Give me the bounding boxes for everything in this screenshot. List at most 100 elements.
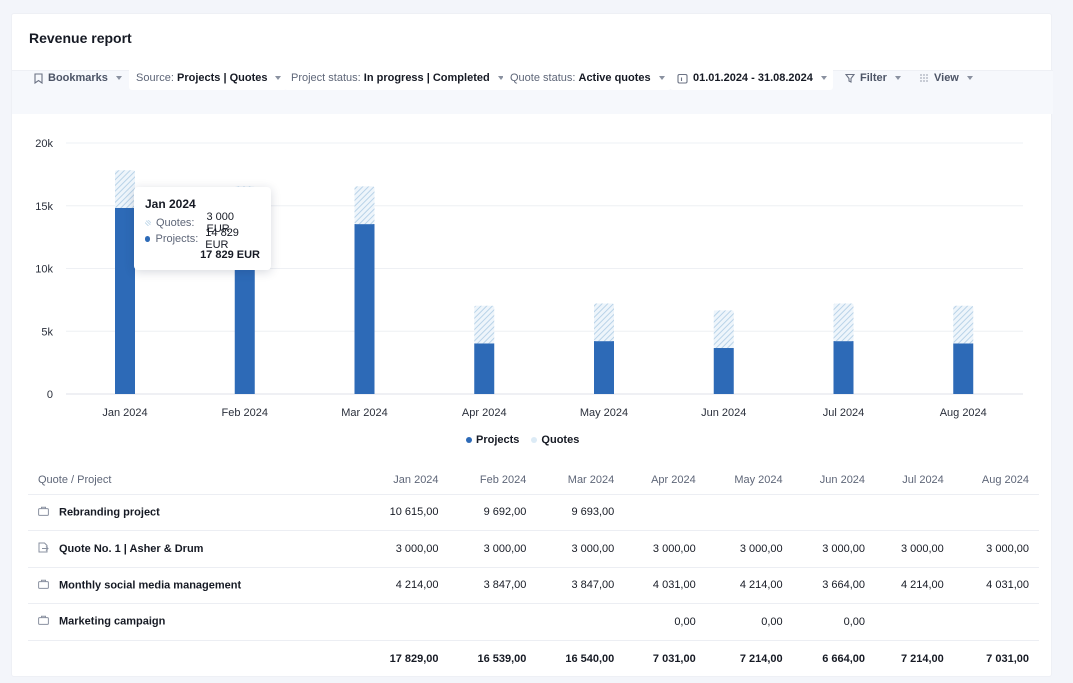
total-cell: 7 214,00 bbox=[739, 652, 783, 665]
y-tick-label: 20k bbox=[35, 138, 53, 150]
table-cell: 3 000,00 bbox=[448, 530, 537, 568]
bar-projects[interactable] bbox=[115, 207, 135, 394]
table-cell: 0,00 bbox=[792, 603, 876, 641]
table-cell bbox=[953, 603, 1039, 641]
column-header-month[interactable]: May 2024 bbox=[705, 466, 793, 495]
table-cell: 3 000,00 bbox=[705, 530, 793, 568]
x-tick-label: May 2024 bbox=[580, 407, 628, 419]
row-name[interactable]: Monthly social media management bbox=[28, 567, 361, 604]
chevron-down-icon bbox=[658, 76, 665, 80]
quote-document-icon bbox=[38, 542, 49, 556]
filter-button[interactable]: Filter bbox=[845, 66, 901, 90]
table-cell: 10 615,00 bbox=[360, 494, 449, 531]
page-title: Revenue report bbox=[29, 30, 132, 46]
totals-label-cell bbox=[28, 640, 361, 677]
quote-status-dropdown[interactable]: Quote status: Active quotes bbox=[503, 66, 671, 90]
bar-quotes[interactable] bbox=[115, 170, 135, 208]
quote-status-value: Active quotes bbox=[578, 72, 651, 84]
bar-quotes[interactable] bbox=[953, 305, 974, 344]
y-tick-label: 5k bbox=[41, 326, 53, 338]
view-label: View bbox=[934, 72, 959, 84]
tooltip-quotes-label: Quotes: bbox=[155, 217, 195, 229]
table-cell: 4 214,00 bbox=[360, 567, 449, 604]
table-row[interactable]: Monthly social media management 4 214,00 3… bbox=[28, 567, 1039, 604]
chevron-down-icon bbox=[115, 76, 122, 80]
bar-projects[interactable] bbox=[953, 343, 974, 394]
revenue-bar-chart: 0 5k 10k 15k 20k Jan 2024 Feb 2024 Mar 2024 Apr… bbox=[35, 138, 1023, 419]
table-cell bbox=[705, 494, 793, 531]
chevron-down-icon bbox=[820, 76, 827, 80]
column-header-month[interactable]: Feb 2024 bbox=[448, 466, 537, 495]
table-header-row: Quote / Project Jan 2024 Feb 2024 Mar 2024 A… bbox=[28, 466, 1039, 495]
tooltip-projects-row: Projects: 14 829 EUR bbox=[145, 227, 260, 251]
totals-row: 17 829,00 16 539,00 16 540,00 7 031,00 7 214… bbox=[28, 640, 1039, 677]
date-range-value: 01.01.2024 - 31.08.2024 bbox=[693, 72, 813, 84]
legend-item-quotes[interactable]: Quotes bbox=[531, 434, 579, 446]
table-cell bbox=[536, 603, 625, 641]
bar-projects[interactable] bbox=[594, 341, 614, 394]
filter-label: Filter bbox=[860, 72, 887, 84]
chart-legend: Projects Quotes bbox=[466, 434, 591, 446]
bar-quotes[interactable] bbox=[713, 310, 734, 349]
column-header-name: Quote / Project bbox=[28, 466, 361, 495]
table-row[interactable]: Rebranding project 10 615,00 9 692,00 9 693… bbox=[28, 494, 1039, 531]
table-cell: 3 000,00 bbox=[624, 530, 706, 568]
chevron-down-icon bbox=[894, 76, 901, 80]
chevron-down-icon bbox=[966, 76, 973, 80]
bar-projects[interactable] bbox=[354, 224, 375, 394]
table-cell: 3 664,00 bbox=[792, 567, 876, 604]
table-row[interactable]: Quote No. 1 | Asher & Drum 3 000,00 3 000,… bbox=[28, 530, 1039, 568]
table-cell: 3 000,00 bbox=[536, 530, 625, 568]
table-cell bbox=[792, 494, 876, 531]
bar-quotes[interactable] bbox=[833, 303, 854, 342]
column-header-month[interactable]: Aug 2024 bbox=[953, 466, 1039, 495]
bar-projects[interactable] bbox=[713, 348, 734, 394]
table-cell: 3 000,00 bbox=[875, 530, 954, 568]
table-row[interactable]: Marketing campaign 0,00 0,00 0,00 bbox=[28, 603, 1039, 641]
chevron-down-icon bbox=[275, 76, 282, 80]
table-cell: 4 214,00 bbox=[875, 567, 954, 604]
bar-quotes[interactable] bbox=[594, 303, 614, 342]
quote-status-label: Quote status: bbox=[510, 72, 576, 84]
bar-projects[interactable] bbox=[474, 343, 495, 394]
y-tick-label: 0 bbox=[47, 389, 53, 401]
table-cell: 0,00 bbox=[705, 603, 793, 641]
tooltip-quotes-row: Quotes: 3 000 EUR bbox=[145, 211, 260, 235]
briefcase-icon bbox=[38, 615, 49, 628]
column-header-month[interactable]: Jun 2024 bbox=[792, 466, 876, 495]
table-cell: 3 000,00 bbox=[953, 530, 1039, 568]
row-name[interactable]: Rebranding project bbox=[28, 494, 361, 531]
view-button[interactable]: View bbox=[919, 66, 973, 90]
table-cell bbox=[875, 603, 954, 641]
table-cell: 3 000,00 bbox=[792, 530, 876, 568]
project-status-dropdown[interactable]: Project status: In progress | Completed bbox=[284, 66, 510, 90]
source-dropdown[interactable]: Source: Projects | Quotes bbox=[129, 66, 288, 90]
row-name[interactable]: Quote No. 1 | Asher & Drum bbox=[28, 530, 361, 568]
briefcase-icon bbox=[38, 506, 49, 519]
tooltip-title: Jan 2024 bbox=[145, 197, 196, 211]
x-tick-label: Jul 2024 bbox=[823, 407, 865, 419]
table-cell bbox=[360, 603, 449, 641]
chevron-down-icon bbox=[497, 76, 504, 80]
source-label: Source: bbox=[136, 72, 174, 84]
column-header-month[interactable]: Mar 2024 bbox=[536, 466, 625, 495]
column-header-month[interactable]: Apr 2024 bbox=[624, 466, 706, 495]
quotes-marker bbox=[145, 220, 151, 226]
row-name[interactable]: Marketing campaign bbox=[28, 603, 361, 641]
tooltip-projects-value: 14 829 EUR bbox=[205, 227, 239, 251]
table-cell: 0,00 bbox=[624, 603, 706, 641]
legend-item-projects[interactable]: Projects bbox=[466, 434, 519, 446]
column-header-month[interactable]: Jul 2024 bbox=[875, 466, 954, 495]
bar-quotes[interactable] bbox=[354, 186, 375, 225]
tooltip-total: 17 829 EUR bbox=[200, 249, 260, 261]
projects-swatch bbox=[466, 437, 472, 443]
column-header-month[interactable]: Jan 2024 bbox=[360, 466, 449, 495]
revenue-table: Quote / Project Jan 2024 Feb 2024 Mar 2024 A… bbox=[28, 466, 1039, 677]
chart-tooltip: Jan 2024 Quotes: 3 000 EUR Projects: 14 82… bbox=[134, 187, 271, 270]
bar-quotes[interactable] bbox=[474, 305, 495, 344]
bookmarks-button[interactable]: Bookmarks bbox=[34, 66, 122, 90]
bookmark-icon bbox=[34, 72, 43, 84]
date-range-picker[interactable]: 01.01.2024 - 31.08.2024 bbox=[670, 66, 833, 90]
bar-projects[interactable] bbox=[833, 341, 854, 394]
y-tick-label: 10k bbox=[35, 264, 53, 276]
